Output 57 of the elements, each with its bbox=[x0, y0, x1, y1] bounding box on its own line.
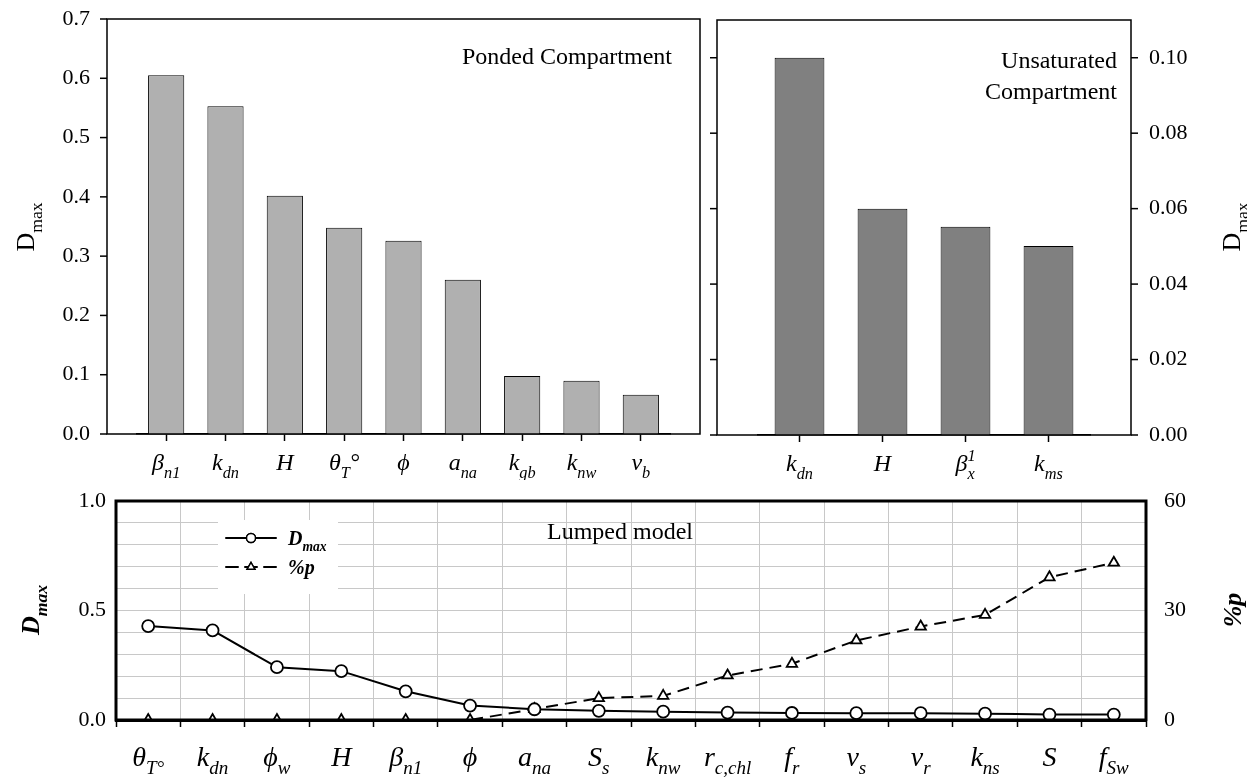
point bbox=[141, 619, 156, 633]
point bbox=[657, 689, 670, 700]
x-tick-label: ϕ bbox=[397, 449, 410, 476]
x-tick-label: ϕ bbox=[462, 740, 478, 772]
y-tick-label: 0.3 bbox=[62, 241, 90, 267]
point bbox=[205, 623, 220, 638]
point bbox=[656, 704, 671, 719]
y-tick-label: 0.0 bbox=[62, 419, 90, 445]
annotation: Ponded Compartment bbox=[462, 43, 673, 70]
annotation: Lumped model bbox=[547, 518, 694, 545]
y-tick-label: 1.0 bbox=[78, 486, 106, 512]
point bbox=[978, 706, 992, 720]
point bbox=[1107, 555, 1120, 567]
y2-axis-title: %p bbox=[1218, 592, 1247, 628]
y2-tick-label: 0 bbox=[1164, 705, 1175, 731]
y-tick-label: 0.6 bbox=[62, 64, 90, 90]
y-axis-title: Dmax bbox=[16, 584, 51, 637]
y-tick-label: 0.5 bbox=[62, 123, 90, 149]
y2-tick-label: 0.10 bbox=[1149, 43, 1188, 69]
point bbox=[850, 633, 863, 645]
point bbox=[785, 706, 799, 720]
y-axis-title: Dmax bbox=[11, 202, 46, 252]
point bbox=[978, 607, 992, 619]
point bbox=[591, 703, 606, 718]
y2-tick-label: 0.06 bbox=[1149, 194, 1188, 220]
point bbox=[914, 619, 927, 631]
point bbox=[913, 706, 928, 720]
point bbox=[1106, 707, 1121, 720]
point bbox=[334, 664, 349, 679]
y-tick-label: 0.4 bbox=[62, 182, 90, 208]
point bbox=[720, 705, 735, 720]
point bbox=[592, 691, 605, 702]
y2-tick-label: 0.02 bbox=[1149, 345, 1188, 371]
y-tick-label: 0.0 bbox=[78, 705, 106, 731]
y-tick-label: 0.2 bbox=[62, 301, 90, 327]
point bbox=[1042, 707, 1057, 720]
annotation: Unsaturated Compartment bbox=[985, 47, 1118, 105]
point bbox=[463, 698, 477, 713]
point bbox=[398, 684, 413, 699]
y2-tick-label: 0.00 bbox=[1149, 420, 1188, 446]
y-tick-label: 0.5 bbox=[78, 596, 106, 622]
y2-tick-label: 60 bbox=[1164, 486, 1186, 512]
y-tick-label: 0.1 bbox=[62, 360, 90, 386]
x-tick-label: H bbox=[330, 740, 354, 772]
y2-tick-label: 30 bbox=[1164, 596, 1186, 622]
x-tick-label: S bbox=[1042, 740, 1057, 772]
point bbox=[849, 706, 864, 720]
legend-label: %p bbox=[288, 556, 315, 579]
point bbox=[721, 668, 734, 680]
y-tick-label: 0.7 bbox=[62, 4, 90, 30]
x-tick-label: H bbox=[275, 449, 296, 476]
point bbox=[785, 656, 799, 668]
point bbox=[270, 660, 284, 675]
y2-tick-label: 0.08 bbox=[1149, 118, 1188, 144]
y2-tick-label: 0.04 bbox=[1149, 269, 1188, 295]
point bbox=[1043, 570, 1056, 582]
x-tick-label: H bbox=[872, 450, 893, 477]
